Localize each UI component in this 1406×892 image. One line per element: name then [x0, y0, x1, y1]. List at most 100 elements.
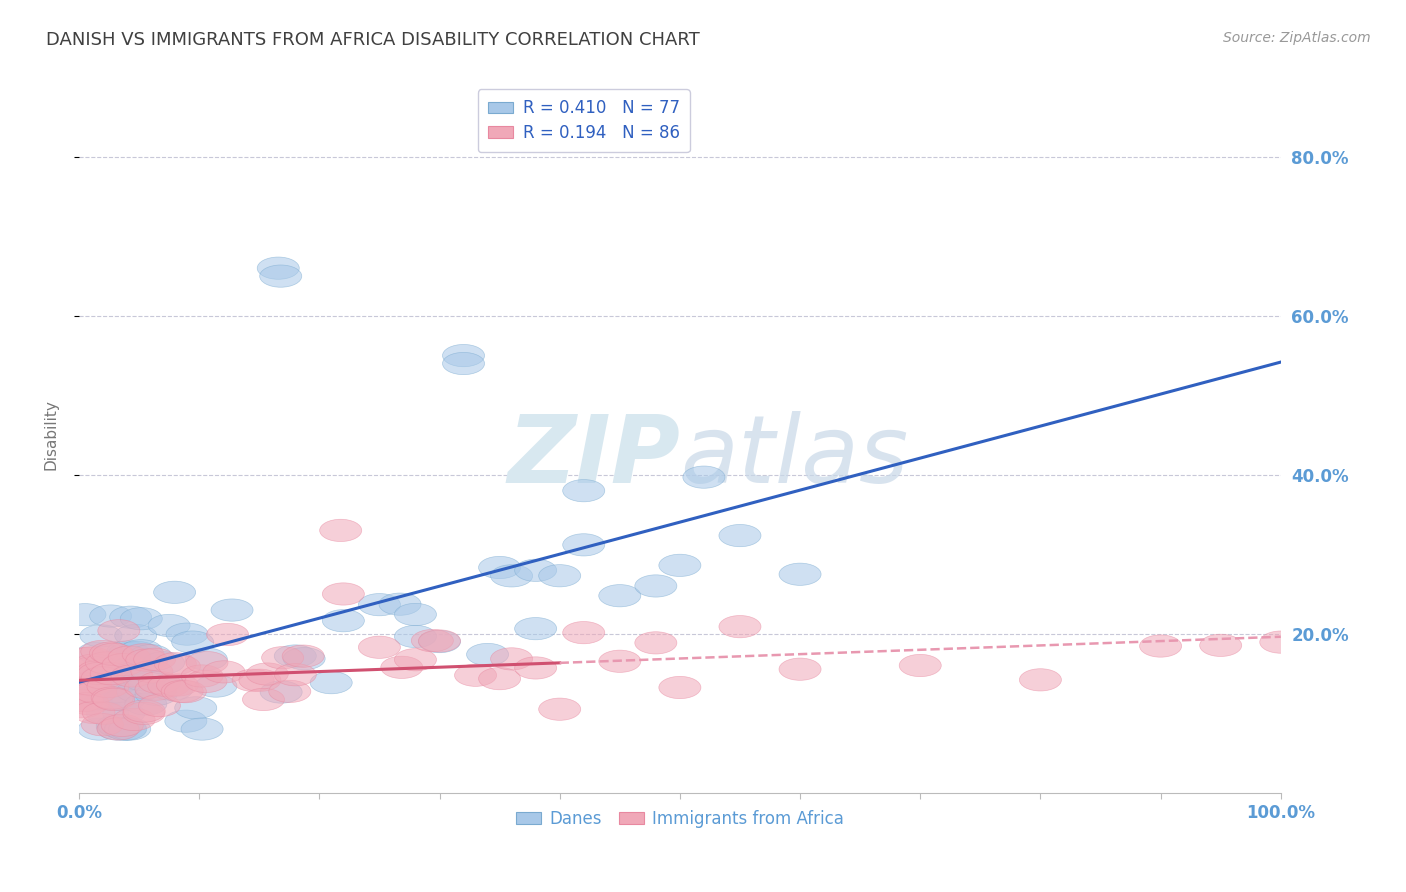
Ellipse shape — [86, 652, 128, 674]
Ellipse shape — [274, 664, 316, 686]
Ellipse shape — [62, 696, 104, 718]
Ellipse shape — [131, 660, 173, 682]
Ellipse shape — [98, 620, 139, 642]
Ellipse shape — [82, 666, 124, 689]
Ellipse shape — [153, 582, 195, 603]
Ellipse shape — [381, 657, 423, 679]
Ellipse shape — [80, 624, 122, 647]
Ellipse shape — [75, 669, 117, 691]
Ellipse shape — [207, 624, 249, 646]
Ellipse shape — [395, 603, 436, 625]
Ellipse shape — [195, 675, 238, 698]
Ellipse shape — [599, 650, 641, 673]
Ellipse shape — [319, 519, 361, 541]
Ellipse shape — [412, 630, 453, 652]
Ellipse shape — [283, 648, 325, 670]
Text: atlas: atlas — [681, 411, 908, 502]
Ellipse shape — [900, 655, 941, 677]
Ellipse shape — [73, 701, 115, 723]
Ellipse shape — [269, 681, 311, 703]
Ellipse shape — [232, 669, 274, 691]
Ellipse shape — [104, 718, 146, 740]
Text: ZIP: ZIP — [508, 410, 681, 502]
Ellipse shape — [380, 593, 420, 615]
Ellipse shape — [257, 257, 299, 279]
Ellipse shape — [62, 675, 104, 698]
Ellipse shape — [125, 649, 167, 672]
Ellipse shape — [538, 565, 581, 587]
Ellipse shape — [112, 708, 155, 731]
Ellipse shape — [311, 672, 353, 694]
Ellipse shape — [166, 623, 208, 645]
Ellipse shape — [82, 714, 124, 736]
Ellipse shape — [135, 683, 177, 706]
Ellipse shape — [122, 702, 165, 724]
Ellipse shape — [97, 718, 139, 740]
Ellipse shape — [63, 604, 105, 626]
Ellipse shape — [262, 647, 304, 669]
Ellipse shape — [467, 643, 509, 665]
Ellipse shape — [80, 640, 122, 663]
Ellipse shape — [62, 690, 104, 712]
Ellipse shape — [90, 663, 132, 685]
Ellipse shape — [63, 673, 105, 695]
Ellipse shape — [454, 665, 496, 686]
Ellipse shape — [112, 657, 155, 679]
Ellipse shape — [65, 670, 107, 692]
Ellipse shape — [77, 660, 120, 682]
Ellipse shape — [62, 690, 104, 712]
Ellipse shape — [779, 658, 821, 681]
Ellipse shape — [148, 674, 190, 697]
Ellipse shape — [274, 645, 316, 667]
Ellipse shape — [103, 703, 145, 725]
Ellipse shape — [97, 672, 139, 694]
Ellipse shape — [107, 640, 149, 663]
Ellipse shape — [246, 663, 288, 685]
Ellipse shape — [1199, 634, 1241, 657]
Ellipse shape — [121, 607, 162, 630]
Ellipse shape — [79, 718, 120, 740]
Ellipse shape — [108, 646, 150, 668]
Ellipse shape — [77, 663, 120, 685]
Ellipse shape — [478, 557, 520, 579]
Ellipse shape — [98, 715, 141, 738]
Ellipse shape — [69, 673, 111, 695]
Ellipse shape — [67, 692, 110, 714]
Ellipse shape — [1019, 669, 1062, 691]
Ellipse shape — [94, 681, 136, 703]
Ellipse shape — [125, 693, 167, 715]
Ellipse shape — [73, 654, 115, 676]
Ellipse shape — [138, 672, 180, 694]
Ellipse shape — [599, 584, 641, 607]
Ellipse shape — [322, 609, 364, 632]
Ellipse shape — [93, 689, 135, 711]
Ellipse shape — [90, 605, 132, 627]
Ellipse shape — [117, 641, 159, 664]
Ellipse shape — [124, 700, 166, 723]
Ellipse shape — [419, 631, 461, 653]
Ellipse shape — [186, 648, 228, 670]
Ellipse shape — [138, 695, 180, 716]
Ellipse shape — [562, 480, 605, 502]
Ellipse shape — [142, 652, 184, 674]
Ellipse shape — [134, 648, 176, 671]
Ellipse shape — [148, 615, 190, 637]
Ellipse shape — [419, 630, 461, 652]
Ellipse shape — [108, 642, 150, 665]
Ellipse shape — [156, 673, 198, 696]
Ellipse shape — [634, 632, 676, 654]
Ellipse shape — [172, 631, 214, 653]
Ellipse shape — [162, 681, 204, 702]
Ellipse shape — [93, 643, 134, 665]
Ellipse shape — [83, 702, 125, 724]
Ellipse shape — [108, 718, 150, 740]
Legend: Danes, Immigrants from Africa: Danes, Immigrants from Africa — [509, 803, 851, 834]
Ellipse shape — [77, 642, 120, 665]
Ellipse shape — [478, 667, 520, 690]
Ellipse shape — [117, 681, 159, 703]
Ellipse shape — [491, 648, 533, 670]
Y-axis label: Disability: Disability — [44, 400, 58, 470]
Ellipse shape — [97, 718, 139, 740]
Ellipse shape — [63, 668, 105, 690]
Ellipse shape — [186, 670, 226, 692]
